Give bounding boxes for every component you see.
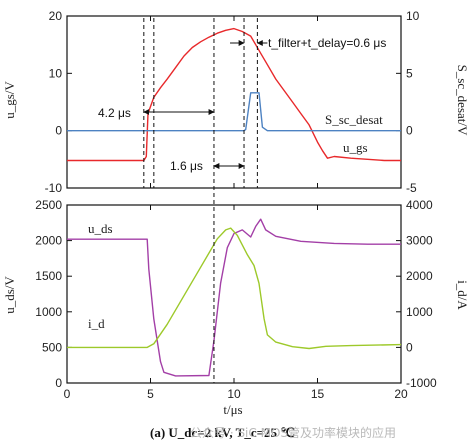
bottom-y-left-tick-label: 1000 [35, 305, 62, 319]
top-panel: -10 0 10 20 -5 0 5 10 [45, 9, 420, 195]
top-y-right-tick-label: 0 [406, 124, 413, 138]
label-ugs: u_gs [343, 140, 368, 155]
x-tick-label: 15 [311, 387, 325, 401]
x-tick-label: 5 [147, 387, 154, 401]
top-y-left-tick-label: 20 [49, 9, 63, 23]
annotation-tfilter-tdelay: t_filter+t_delay=0.6 μs [268, 36, 386, 50]
figure-caption: (a) U_dc=2 kV, T_c=25 ℃ [150, 425, 295, 440]
x-tick-label: 20 [394, 387, 408, 401]
series-line-i-d [67, 227, 402, 350]
bottom-y-left-tick-label: 500 [42, 340, 62, 354]
x-axis-title: t/μs [223, 402, 242, 417]
x-tick-label: 10 [227, 387, 241, 401]
bottom-y-right-tick-label: 3000 [406, 234, 433, 248]
series-line-u-gs [67, 27, 401, 162]
series-line-u-ds [67, 218, 401, 377]
annotation-1-6us: 1.6 μs [170, 159, 203, 173]
bottom-y-axis-title: u_ds/V [2, 276, 17, 314]
label-uds: u_ds [88, 221, 113, 236]
bottom-y-left-tick-label: 0 [55, 376, 62, 390]
top-y-left-tick-label: 0 [55, 124, 62, 138]
top-y-axis-title: u_gs/V [2, 81, 17, 119]
bottom-y-right-tick-label: 4000 [406, 198, 433, 212]
top-y-left-tick-label: -10 [45, 181, 63, 195]
bottom-y-right-tick-label: 1000 [406, 305, 433, 319]
timing-arrows [143, 18, 268, 383]
top-y-right-tick-label: -5 [406, 181, 417, 195]
bottom-y-left-tick-label: 1500 [35, 269, 62, 283]
bottom-right-axis-title: i_d/A [455, 280, 470, 310]
bottom-y-right-tick-label: -1000 [406, 376, 437, 390]
top-y-left-tick-label: 10 [49, 66, 63, 80]
bottom-y-left-tick-label: 2500 [35, 198, 62, 212]
bottom-panel: 0 5 10 15 20 0 500 1000 1500 2000 2500 -1000 0 1000 20… [35, 198, 437, 401]
label-id: i_d [88, 316, 105, 331]
x-tick-label: 0 [64, 387, 71, 401]
bottom-y-right-tick-label: 0 [406, 340, 413, 354]
bottom-y-left-tick-label: 2000 [35, 234, 62, 248]
watermark-text: 公众号 · SiC MOS管及功率模块的应用 [190, 425, 396, 440]
bottom-y-right-tick-label: 2000 [406, 269, 433, 283]
annotation-4-2us: 4.2 μs [98, 106, 131, 120]
top-y-right-tick-label: 5 [406, 66, 413, 80]
label-s-sc-desat: S_sc_desat [325, 112, 383, 127]
top-right-axis-title: S_sc_desat/V [455, 65, 470, 136]
top-y-right-tick-label: 10 [406, 9, 420, 23]
